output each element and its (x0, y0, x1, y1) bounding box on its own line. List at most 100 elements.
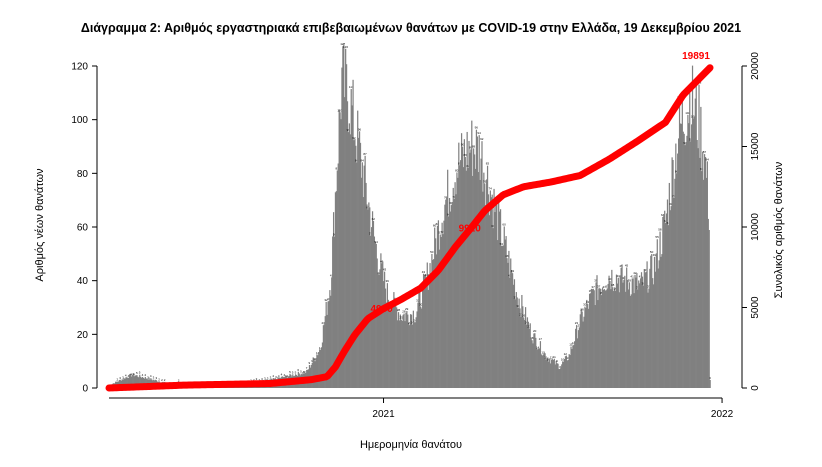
bar (354, 138, 356, 388)
bar (388, 303, 390, 388)
bar (533, 333, 535, 388)
bar (126, 377, 128, 388)
bar (698, 84, 700, 388)
cumulative-line (105, 64, 714, 392)
bar (394, 297, 396, 388)
bar-value-label: 89 (469, 145, 473, 149)
bar (480, 158, 482, 388)
bar-value-label: 30 (516, 304, 520, 308)
bar (559, 368, 561, 388)
bar-value-label: 3 (119, 376, 121, 380)
bar (332, 212, 335, 388)
bar-value-label: 30 (583, 303, 587, 307)
bar-value-label: 36 (614, 287, 618, 291)
bar (678, 99, 681, 388)
bar (334, 192, 337, 388)
bar (696, 140, 698, 388)
bar-value-label: 23 (578, 323, 582, 327)
bar (128, 374, 131, 388)
bar (613, 291, 615, 388)
bar (519, 308, 521, 388)
bar (488, 215, 491, 388)
bar (695, 83, 697, 388)
bar-value-label: 23 (408, 321, 412, 325)
bar (657, 268, 659, 388)
bar (348, 123, 350, 389)
bar (403, 313, 405, 388)
bar (435, 254, 438, 388)
bar (326, 314, 328, 388)
bar-value-label: 41 (639, 274, 643, 278)
bar (534, 333, 536, 388)
bar (365, 182, 367, 388)
bar (563, 361, 565, 388)
bar-value-label: 4 (272, 374, 274, 378)
bar-value-label: 26 (522, 314, 526, 318)
bar (602, 289, 605, 388)
bar (701, 171, 703, 388)
bar (679, 123, 682, 389)
bar (664, 210, 666, 388)
bar (542, 354, 544, 388)
bar-value-label: 56 (333, 233, 337, 237)
bar-value-label: 57 (369, 232, 373, 236)
bar-value-label: 74 (489, 187, 493, 191)
bar (581, 311, 583, 388)
bar-value-label: 24 (411, 321, 415, 325)
bar (125, 377, 127, 388)
bar-value-label: 5 (289, 370, 291, 374)
bar (331, 277, 333, 388)
bar (416, 311, 418, 388)
bar (662, 216, 664, 388)
bar (628, 282, 631, 388)
bar (612, 287, 614, 388)
bar-value-label: 60 (491, 224, 495, 228)
bar (594, 305, 596, 388)
bar (332, 236, 334, 388)
bar-value-label: 57 (438, 231, 442, 235)
bar (132, 373, 134, 388)
bar (447, 216, 450, 388)
bar-value-label: 28 (402, 310, 406, 314)
bar (683, 133, 685, 388)
bar (697, 148, 699, 388)
bar (342, 46, 344, 388)
bar (405, 312, 407, 388)
bar (432, 260, 434, 388)
bar (409, 325, 411, 388)
bar (457, 177, 459, 388)
bar-value-label: 28 (397, 308, 401, 312)
bar-value-label: 95 (347, 128, 351, 132)
bar (699, 157, 701, 388)
bar (133, 376, 135, 388)
bar (384, 288, 387, 388)
bar (443, 220, 445, 388)
bar (700, 106, 702, 389)
y-tick-label-left: 20 (77, 330, 89, 341)
bar (703, 154, 706, 388)
bar-value-label: 2 (258, 378, 260, 382)
annotations: 4900 9910 19891 (370, 51, 710, 315)
bar (599, 288, 601, 388)
bar-value-label: 39 (386, 279, 390, 283)
bar (523, 317, 525, 388)
bar (462, 167, 465, 388)
bar (333, 236, 336, 388)
bar (545, 359, 547, 388)
bar-value-label: 90 (461, 143, 465, 147)
bar-value-label: 10 (561, 357, 565, 361)
bar-value-label: 38 (611, 283, 615, 287)
bar-value-label: 22 (527, 325, 531, 329)
bar (686, 135, 688, 388)
bar (568, 354, 570, 388)
bar (627, 289, 630, 388)
bar (580, 308, 582, 388)
bar (689, 93, 691, 389)
bar (557, 363, 559, 388)
bar (437, 220, 440, 388)
bar-value-label: 58 (658, 228, 662, 232)
bar (446, 196, 448, 388)
bar-value-label: 4 (125, 373, 127, 377)
bar (584, 306, 586, 388)
